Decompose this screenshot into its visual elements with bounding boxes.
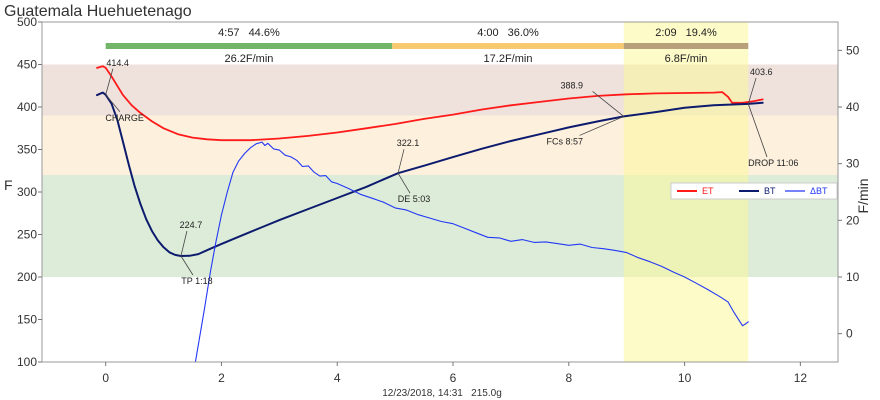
legend-label-et: ET xyxy=(702,186,714,196)
phase-percent: 36.0% xyxy=(508,27,539,39)
x-tick-label: 4 xyxy=(334,371,341,385)
y-tick-label: 400 xyxy=(17,100,37,114)
phase-bars: 4:57 44.6% 26.2F/min 4:00 36.0% 17.2F/min 2:09… xyxy=(105,27,749,65)
y2-tick-label: 0 xyxy=(846,327,853,341)
event-annotations: 414.4 CHARGE 224.7 TP 1:18 322.1 DE 5:03 388.9… xyxy=(105,58,798,286)
y-tick-label: 150 xyxy=(17,313,37,327)
y-tick-label: 100 xyxy=(17,355,37,369)
legend: ET BT ΔBT xyxy=(670,182,838,200)
phase-percent: 19.4% xyxy=(686,27,717,39)
y2-tick-label: 40 xyxy=(846,100,860,114)
phase-rate: 17.2F/min xyxy=(484,53,533,65)
event-label-leader xyxy=(105,94,121,113)
chart-title: Guatemala Huehuetenago xyxy=(4,3,192,20)
event-label: CHARGE xyxy=(105,113,144,123)
y2-tick-label: 30 xyxy=(846,157,860,171)
y-axis-label: F xyxy=(4,177,13,193)
phase-bar xyxy=(623,43,749,49)
event-value-label: 224.7 xyxy=(180,220,203,230)
phase-summary: 2:09 19.4% xyxy=(655,27,717,39)
y-tick-label: 250 xyxy=(17,228,37,242)
event-label-leader xyxy=(747,103,768,158)
event-value-label: 388.9 xyxy=(561,80,584,90)
phase-rate: 26.2F/min xyxy=(224,53,273,65)
x-tick-label: 8 xyxy=(565,371,572,385)
phase-summary: 4:00 36.0% xyxy=(477,27,539,39)
event-label: FCs 8:57 xyxy=(547,136,584,146)
y-tick-label: 200 xyxy=(17,270,37,284)
event-label-leader xyxy=(180,255,194,276)
event-annotation: 224.7 TP 1:18 xyxy=(180,220,213,286)
event-annotation: 403.6 DROP 11:06 xyxy=(747,67,798,168)
y-tick-label: 450 xyxy=(17,58,37,72)
legend-label-bt: BT xyxy=(764,186,776,196)
y-tick-label: 500 xyxy=(17,15,37,29)
event-value-label: 403.6 xyxy=(750,67,773,77)
event-label-leader xyxy=(579,116,624,136)
y-tick-label: 350 xyxy=(17,143,37,157)
phase-bar xyxy=(105,43,393,49)
event-value-label: 414.4 xyxy=(106,58,129,68)
event-value-leader xyxy=(747,77,757,105)
event-label: DE 5:03 xyxy=(398,194,431,204)
legend-label-delta-bt: ΔBT xyxy=(810,186,828,196)
event-value-leader xyxy=(592,91,625,117)
series-line-bt xyxy=(96,91,764,257)
x-tick-label: 10 xyxy=(678,371,692,385)
y2-axis-label: F/min xyxy=(855,179,871,214)
phase-rate: 6.8F/min xyxy=(665,53,708,65)
phase-duration: 2:09 xyxy=(655,27,676,39)
series-line-delta-bt xyxy=(194,141,749,362)
series-line-et xyxy=(96,65,764,142)
event-annotation: 388.9 FCs 8:57 xyxy=(547,80,625,146)
event-label: DROP 11:06 xyxy=(748,158,798,168)
phase-percent: 44.6% xyxy=(249,27,280,39)
event-label: TP 1:18 xyxy=(181,276,212,286)
y2-tick-label: 20 xyxy=(846,213,860,227)
event-annotation: 322.1 DE 5:03 xyxy=(397,138,431,204)
y-tick-label: 300 xyxy=(17,185,37,199)
axes: 0 2 4 6 8 10 12 100 150 200 250 300 350 400 450 500 0 10 2… xyxy=(17,15,860,385)
event-value-leader xyxy=(397,149,405,174)
y2-tick-label: 10 xyxy=(846,270,860,284)
phase-bar xyxy=(392,43,624,49)
series-group xyxy=(96,65,764,362)
phase-duration: 4:00 xyxy=(477,27,498,39)
phase-summary: 4:57 44.6% xyxy=(218,27,280,39)
event-label-leader xyxy=(397,173,411,194)
y2-tick-label: 50 xyxy=(846,43,860,57)
event-annotation: 414.4 CHARGE xyxy=(105,58,144,123)
roast-footer: 12/23/2018, 14:31 215.0g xyxy=(382,388,502,399)
event-value-label: 322.1 xyxy=(397,138,420,148)
x-tick-label: 2 xyxy=(218,371,225,385)
x-tick-label: 12 xyxy=(794,371,808,385)
phase-duration: 4:57 xyxy=(218,27,239,39)
event-value-leader xyxy=(180,230,188,257)
x-tick-label: 0 xyxy=(102,371,109,385)
x-tick-label: 6 xyxy=(450,371,457,385)
event-value-leader xyxy=(105,68,114,95)
